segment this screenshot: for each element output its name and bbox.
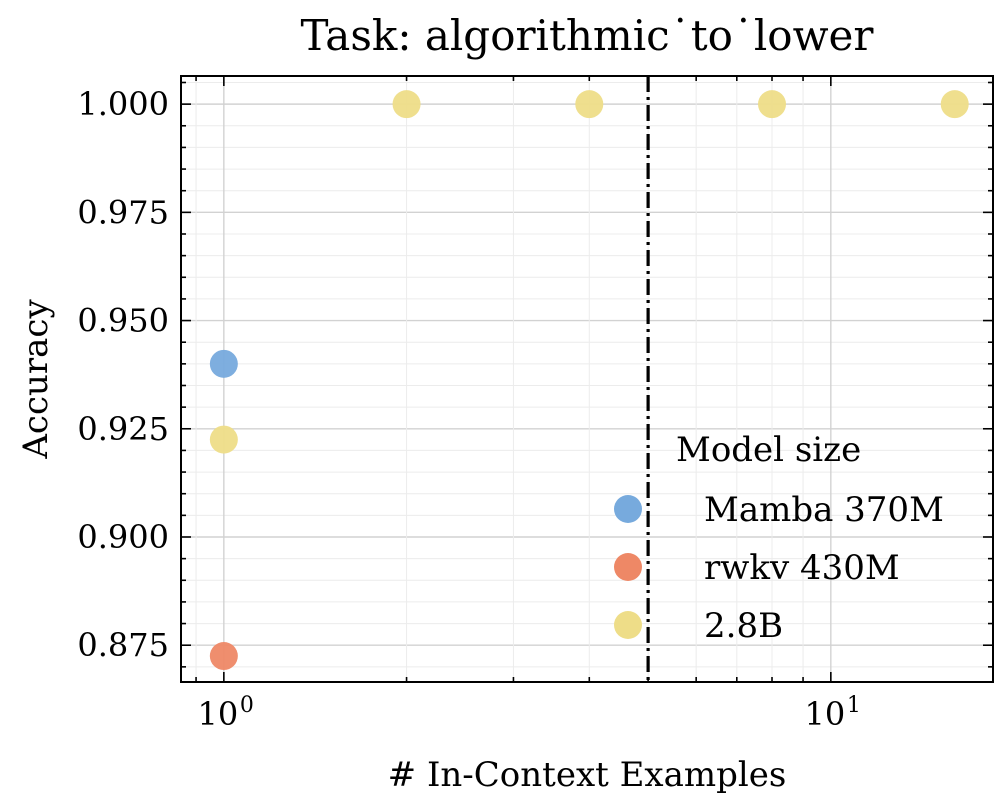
grid <box>181 76 993 682</box>
y-tick-labels: 0.875 0.900 0.925 0.950 0.975 1.000 <box>77 85 169 664</box>
legend-label: Mamba 370M <box>704 490 944 530</box>
x-tick-label-base: 10 <box>804 695 845 733</box>
data-point-series-2 <box>392 90 421 119</box>
data-point-series-1 <box>209 642 238 671</box>
data-point-series-2 <box>758 90 787 119</box>
legend: Model size Mamba 370M rwkv 430M 2.8B <box>614 430 944 646</box>
x-tick-labels: 10 0 10 1 <box>197 693 860 733</box>
y-tick-label: 0.950 <box>77 302 169 340</box>
data-point-series-2 <box>940 90 969 119</box>
legend-label: rwkv 430M <box>704 548 900 588</box>
data-point-series-2 <box>209 425 238 454</box>
legend-marker <box>614 495 642 523</box>
legend-title: Model size <box>676 430 861 470</box>
x-tick-label-base: 10 <box>197 695 238 733</box>
data-point-series-0 <box>209 349 238 378</box>
y-axis-label: Accuracy <box>16 299 56 460</box>
x-tick-label-exponent: 1 <box>847 693 861 718</box>
data-point-series-2 <box>575 90 604 119</box>
x-tick-label-exponent: 0 <box>240 693 254 718</box>
y-tick-label: 0.925 <box>77 410 169 448</box>
legend-marker <box>614 553 642 581</box>
legend-marker <box>614 611 642 639</box>
data-points <box>209 90 969 671</box>
y-tick-label: 0.975 <box>77 193 169 231</box>
y-tick-label: 0.900 <box>77 518 169 556</box>
y-tick-label: 1.000 <box>77 85 169 123</box>
chart-title: Task: algorithmic˙to˙lower <box>301 11 875 60</box>
x-axis-label: # In-Context Examples <box>388 755 787 795</box>
legend-label: 2.8B <box>704 606 783 646</box>
y-tick-label: 0.875 <box>77 626 169 664</box>
plot-frame <box>180 75 994 683</box>
axis-ticks <box>181 76 993 682</box>
